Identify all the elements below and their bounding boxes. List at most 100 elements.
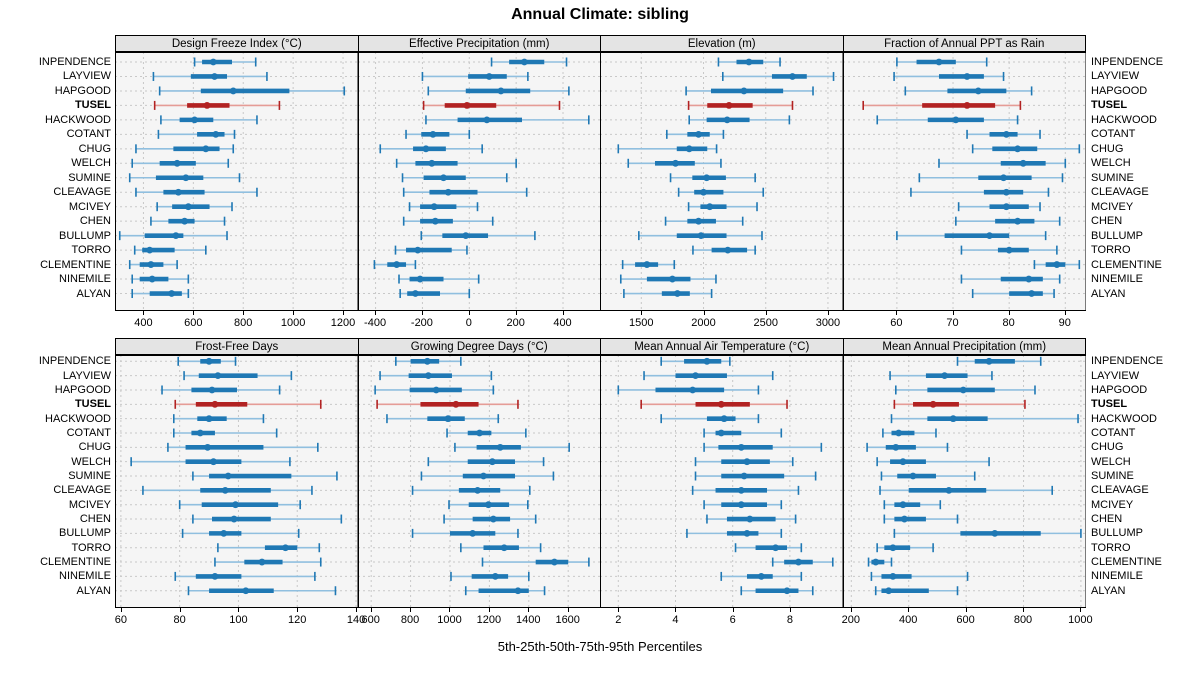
axis-tick-label: 90 <box>1058 317 1071 329</box>
station-label-right: TUSEL <box>1091 99 1128 112</box>
panel-strip: Design Freeze Index (°C) <box>115 35 359 52</box>
station-label-left: INPENDENCE <box>38 355 111 368</box>
error-bar-row <box>158 86 346 96</box>
error-bar-row <box>481 557 590 567</box>
error-bar-row <box>703 428 783 438</box>
station-label-left: COTANT <box>66 427 111 439</box>
axis-tick <box>449 607 451 612</box>
error-bar-row <box>408 202 478 212</box>
error-bar-row <box>880 471 976 481</box>
error-bar-row <box>192 471 338 481</box>
error-bar-row <box>183 371 293 381</box>
axis-tick-label: 70 <box>946 317 959 329</box>
error-bar-row <box>427 457 544 467</box>
axis-tick <box>238 607 240 612</box>
station-label-left: INPENDENCE <box>38 56 111 68</box>
station-label-right: CHEN <box>1091 215 1123 228</box>
error-bar-row <box>411 528 519 538</box>
error-bar-row <box>619 274 717 284</box>
error-bar-row <box>178 500 301 510</box>
error-bar-row <box>638 231 763 241</box>
axis-tick-label: 3000 <box>815 317 841 329</box>
axis-tick <box>908 607 910 612</box>
error-bar-row <box>895 57 988 67</box>
error-bar-row <box>960 245 1058 255</box>
error-bar-row <box>685 86 814 96</box>
axis-tick <box>370 607 372 612</box>
axis-tick-label: 100 <box>229 614 248 626</box>
axis-tick <box>410 607 412 612</box>
error-bar-row <box>395 158 517 168</box>
axis-tick <box>515 310 517 315</box>
station-label-left: CLEAVAGE <box>53 186 111 199</box>
error-bar-row <box>404 129 470 139</box>
error-bar-row <box>669 173 756 183</box>
axis-tick-label: 1000 <box>1068 614 1093 626</box>
station-label-left: ALYAN <box>76 584 111 597</box>
panel-plot <box>842 355 1086 608</box>
station-label-right: COTANT <box>1091 427 1136 439</box>
station-label-left: COTANT <box>66 128 111 141</box>
axis-tick <box>567 607 569 612</box>
axis-tick <box>297 607 299 612</box>
axis-tick <box>765 310 767 315</box>
error-bar-row <box>378 144 483 154</box>
station-label-right: MCIVEY <box>1091 200 1134 213</box>
station-label-left: SUMINE <box>68 171 111 184</box>
error-bar-row <box>128 173 241 183</box>
station-label-left: HACKWOOD <box>45 412 111 425</box>
station-label-left: MCIVEY <box>68 200 111 213</box>
station-label-right: INPENDENCE <box>1091 56 1164 68</box>
error-bar-row <box>623 289 713 299</box>
error-bar-row <box>490 57 567 67</box>
error-bar-row <box>445 428 527 438</box>
axis-tick-label: 200 <box>506 317 525 329</box>
error-bar-row <box>217 543 321 553</box>
axis-tick-label: 800 <box>400 614 420 626</box>
error-bar-row <box>687 202 758 212</box>
panel-plot <box>842 52 1086 311</box>
station-label-right: TORRO <box>1091 244 1131 257</box>
station-label-left: TUSEL <box>74 99 111 112</box>
error-bar-row <box>875 543 934 553</box>
error-bar-row <box>135 187 258 197</box>
axis-tick-label: 2500 <box>753 317 778 329</box>
error-bar-row <box>895 231 1046 241</box>
station-label-left: WELCH <box>71 157 111 170</box>
error-bar-row <box>965 129 1041 139</box>
axis-tick-label: 0 <box>465 317 472 329</box>
station-label-right: CLEMENTINE <box>1091 258 1162 271</box>
axis-tick-label: 140 <box>346 614 366 626</box>
station-label-right: SUMINE <box>1091 171 1134 184</box>
station-label-left: TORRO <box>71 541 111 554</box>
station-label-right: HACKWOOD <box>1091 412 1157 425</box>
station-label-right: NINEMILE <box>1091 273 1143 286</box>
error-bar-row <box>893 528 1082 538</box>
error-bar-row <box>875 457 990 467</box>
error-bar-row <box>874 586 958 596</box>
axis-tick <box>562 310 564 315</box>
error-bar-row <box>867 557 892 567</box>
axis-tick <box>243 310 245 315</box>
station-label-right: WELCH <box>1091 455 1131 468</box>
axis-tick <box>356 607 358 612</box>
axis-tick-label: 800 <box>234 317 253 329</box>
error-bar-row <box>422 100 560 110</box>
error-bar-row <box>937 158 1066 168</box>
error-bar-row <box>720 571 803 581</box>
error-bar-row <box>153 100 281 110</box>
error-bar-row <box>883 514 958 524</box>
axis-tick-label: 400 <box>553 317 572 329</box>
error-bar-row <box>181 528 300 538</box>
axis-tick <box>1080 607 1082 612</box>
station-label-right: COTANT <box>1091 128 1136 141</box>
axis-tick-label: 1200 <box>330 317 356 329</box>
axis-tick-label: 800 <box>1013 614 1033 626</box>
error-bar-row <box>883 500 941 510</box>
axis-tick-label: 400 <box>899 614 918 626</box>
error-bar-row <box>688 115 791 125</box>
station-label-right: TUSEL <box>1091 398 1128 411</box>
error-bar-row <box>717 57 781 67</box>
error-bar-row <box>643 371 774 381</box>
